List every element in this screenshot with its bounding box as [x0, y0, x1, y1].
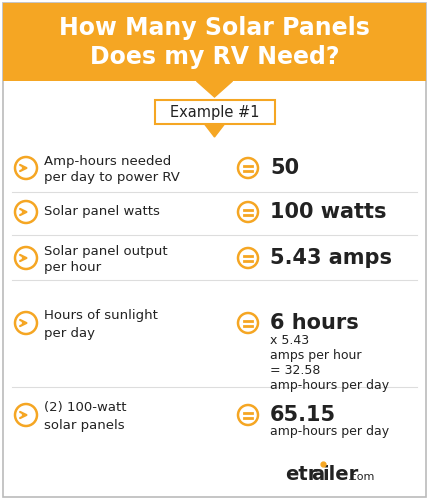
Text: 5.43 amps: 5.43 amps	[270, 248, 392, 268]
Circle shape	[15, 247, 37, 269]
Text: etr: etr	[285, 466, 317, 484]
Circle shape	[15, 201, 37, 223]
Text: x 5.43: x 5.43	[270, 334, 309, 347]
Circle shape	[238, 248, 258, 268]
Text: Example #1: Example #1	[170, 104, 259, 120]
Text: Amp-hours needed: Amp-hours needed	[44, 154, 171, 168]
Text: per hour: per hour	[44, 262, 101, 274]
Text: 50: 50	[270, 158, 299, 178]
Text: 65.15: 65.15	[270, 405, 336, 425]
Text: (2) 100-watt: (2) 100-watt	[44, 402, 127, 414]
Text: amp-hours per day: amp-hours per day	[270, 380, 389, 392]
Text: per day: per day	[44, 326, 95, 340]
Text: per day to power RV: per day to power RV	[44, 172, 180, 184]
Text: 100 watts: 100 watts	[270, 202, 387, 222]
Text: Does my RV Need?: Does my RV Need?	[90, 45, 339, 69]
Circle shape	[15, 312, 37, 334]
Text: amp-hours per day: amp-hours per day	[270, 426, 389, 438]
Text: = 32.58: = 32.58	[270, 364, 320, 378]
Circle shape	[15, 404, 37, 426]
Circle shape	[15, 157, 37, 179]
Text: Hours of sunlight: Hours of sunlight	[44, 310, 158, 322]
Text: Solar panel watts: Solar panel watts	[44, 206, 160, 218]
Text: solar panels: solar panels	[44, 418, 125, 432]
Text: a: a	[311, 466, 324, 484]
Text: iler: iler	[322, 466, 358, 484]
FancyBboxPatch shape	[154, 100, 275, 124]
Circle shape	[238, 405, 258, 425]
Text: .com: .com	[348, 472, 375, 482]
Circle shape	[238, 202, 258, 222]
Text: 6 hours: 6 hours	[270, 313, 359, 333]
Text: How Many Solar Panels: How Many Solar Panels	[59, 16, 370, 40]
Polygon shape	[205, 124, 224, 137]
Text: amps per hour: amps per hour	[270, 350, 362, 362]
Text: Solar panel output: Solar panel output	[44, 244, 168, 258]
FancyBboxPatch shape	[3, 3, 426, 497]
Polygon shape	[196, 81, 233, 97]
Circle shape	[238, 313, 258, 333]
FancyBboxPatch shape	[3, 3, 426, 81]
Circle shape	[238, 158, 258, 178]
